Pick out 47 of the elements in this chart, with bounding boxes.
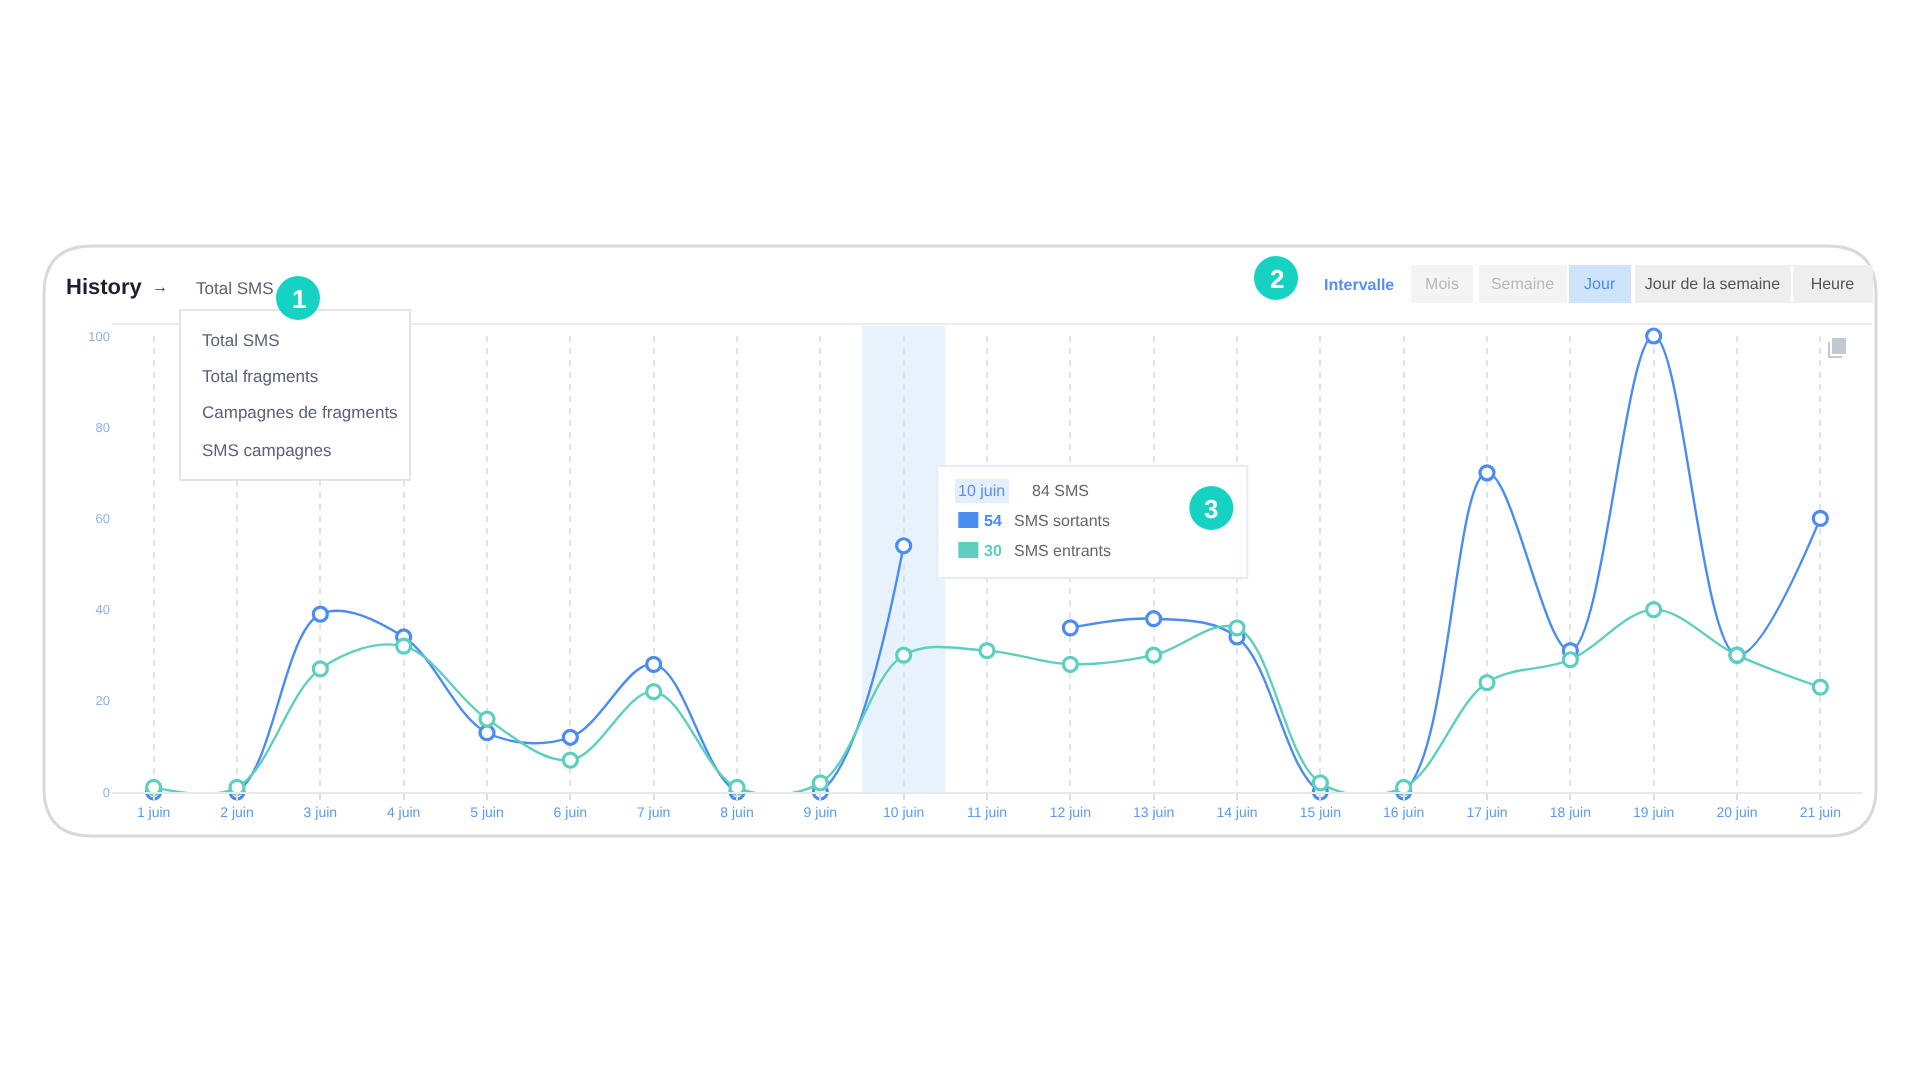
- annotation: 84 SMS: [1032, 482, 1089, 500]
- point: [811, 774, 829, 792]
- point: [895, 646, 913, 664]
- text: Mois: [1425, 275, 1459, 293]
- point: [1811, 678, 1829, 696]
- point: [1811, 509, 1829, 527]
- annotation: Campagnes de fragments: [202, 402, 398, 422]
- point: [478, 710, 496, 728]
- annotation: SMS campagnes: [202, 440, 332, 460]
- text: 1: [292, 284, 307, 314]
- chart-title: History: [66, 275, 144, 300]
- point: [395, 637, 413, 655]
- point: [978, 642, 996, 660]
- point: [1478, 673, 1496, 692]
- point: [561, 751, 579, 769]
- point: [561, 728, 579, 746]
- annotation: 54: [984, 512, 1003, 530]
- point: [1145, 610, 1163, 628]
- text: Heure: [1810, 275, 1856, 293]
- point: [1645, 327, 1663, 345]
- text: →: [152, 278, 168, 296]
- legend-label: SMS sortants: [1014, 512, 1111, 530]
- point: [1311, 774, 1329, 792]
- text: Jour de la semaine: [1644, 275, 1782, 293]
- point: [645, 683, 663, 701]
- annotation: 3: [1204, 494, 1219, 524]
- chart-subtitle: Total SMS: [196, 278, 275, 298]
- point: [311, 660, 329, 678]
- point: [1561, 651, 1579, 669]
- point: [1228, 619, 1246, 637]
- point: [1145, 646, 1163, 664]
- annotation: 30: [984, 542, 1003, 560]
- point: [895, 537, 913, 555]
- text: Intervalle: [1324, 276, 1396, 294]
- point: [1061, 655, 1079, 673]
- point: [1061, 619, 1079, 637]
- point: [311, 605, 329, 623]
- annotation: Total SMS: [202, 330, 281, 350]
- point: [1478, 464, 1496, 482]
- point: [478, 724, 496, 742]
- legend-label: SMS entrants: [1014, 542, 1111, 560]
- text: Jour: [1584, 275, 1616, 293]
- annotation: Total fragments: [202, 366, 319, 386]
- point: [1645, 601, 1663, 619]
- text: 2: [1270, 264, 1285, 294]
- text: Semaine: [1490, 275, 1556, 293]
- point: [645, 655, 663, 673]
